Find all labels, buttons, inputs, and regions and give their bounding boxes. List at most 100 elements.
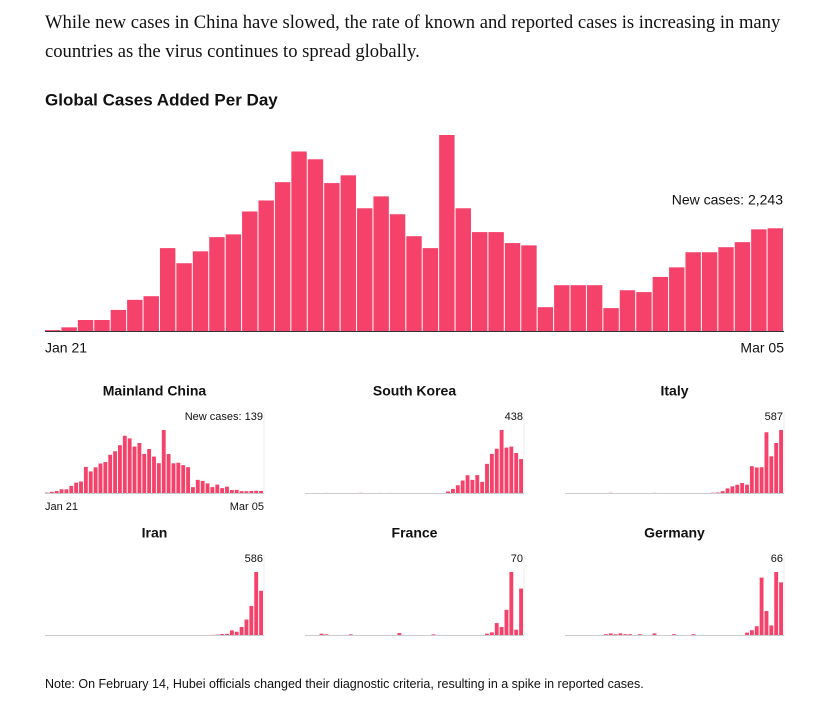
bar: [324, 183, 340, 331]
bar: [152, 456, 156, 493]
bar: [672, 634, 676, 635]
bar: [488, 232, 504, 331]
bar: [774, 572, 779, 635]
bar: [725, 488, 730, 493]
bar: [205, 483, 210, 493]
bar: [745, 632, 749, 635]
bar: [258, 200, 274, 331]
bar: [767, 228, 783, 331]
bar: [122, 435, 127, 493]
bar: [504, 243, 521, 331]
bar: [143, 296, 159, 331]
bar: [159, 248, 176, 331]
bar: [628, 634, 633, 635]
value-label: New cases: 2,243: [672, 192, 783, 208]
bar: [669, 267, 685, 331]
bar: [715, 492, 720, 493]
bar: [239, 627, 244, 635]
bar: [619, 290, 636, 331]
bar: [570, 285, 586, 331]
bar: [103, 462, 108, 493]
bar: [64, 489, 69, 493]
bar: [93, 467, 98, 493]
bar: [127, 299, 143, 331]
bar: [192, 251, 209, 331]
bar: [504, 609, 509, 635]
bar: [191, 487, 195, 493]
bar: [69, 485, 74, 493]
bar: [685, 252, 701, 331]
bar: [734, 242, 751, 331]
bar: [274, 182, 291, 331]
bar: [769, 625, 774, 635]
bar: [514, 453, 519, 493]
bar: [446, 491, 450, 493]
bar: [234, 631, 239, 635]
value-label: 70: [511, 553, 523, 565]
bar: [489, 632, 494, 635]
bar: [137, 442, 142, 493]
bar: [730, 486, 735, 493]
bar: [156, 463, 161, 493]
chart-title: Mainland China: [103, 383, 207, 399]
bar: [307, 159, 324, 331]
bar: [259, 490, 263, 493]
bar: [638, 634, 642, 635]
bar: [142, 453, 147, 493]
bar: [439, 135, 455, 331]
bar: [79, 481, 83, 493]
bar: [225, 234, 242, 331]
bar: [499, 430, 504, 493]
bar: [608, 633, 613, 635]
chart-title: Italy: [660, 383, 688, 399]
bar: [769, 456, 774, 493]
bar: [740, 483, 745, 493]
bar: [239, 491, 244, 493]
bar: [745, 484, 749, 493]
bar: [254, 490, 259, 493]
bar: [220, 488, 225, 493]
bar: [764, 611, 769, 635]
charts: Global Cases Added Per Day New cases: 2,2…: [45, 90, 785, 636]
bar: [759, 467, 764, 493]
bar: [586, 285, 603, 331]
bar: [259, 590, 263, 635]
value-label: 438: [505, 411, 523, 423]
bar: [249, 490, 254, 493]
bar: [475, 475, 480, 493]
bar: [113, 451, 117, 493]
bar: [215, 484, 220, 493]
bar: [636, 292, 652, 331]
bar: [779, 582, 783, 635]
bar: [171, 463, 176, 493]
bar: [749, 630, 754, 635]
bar: [132, 446, 137, 493]
bar: [422, 248, 439, 331]
bar: [751, 229, 767, 331]
value-label: New cases: 139: [185, 411, 263, 423]
bar: [509, 446, 514, 493]
bar: [489, 453, 494, 493]
bar: [45, 330, 61, 331]
bar: [521, 245, 537, 331]
x-tick-label: Mar 05: [740, 340, 784, 356]
bar: [509, 572, 514, 635]
bar: [225, 486, 229, 493]
bar: [735, 484, 740, 493]
bar: [319, 633, 324, 635]
bar: [249, 605, 254, 635]
bar: [754, 467, 759, 493]
bar: [244, 619, 249, 635]
bar: [718, 247, 734, 331]
bar: [603, 308, 619, 331]
bar: [519, 459, 523, 493]
bar: [340, 175, 357, 331]
bar: [451, 488, 455, 493]
bar: [759, 577, 764, 635]
bar: [210, 487, 215, 493]
bar: [147, 449, 152, 493]
bar: [83, 466, 88, 493]
bar: [465, 475, 470, 493]
bar: [460, 480, 465, 493]
bar: [118, 445, 122, 493]
